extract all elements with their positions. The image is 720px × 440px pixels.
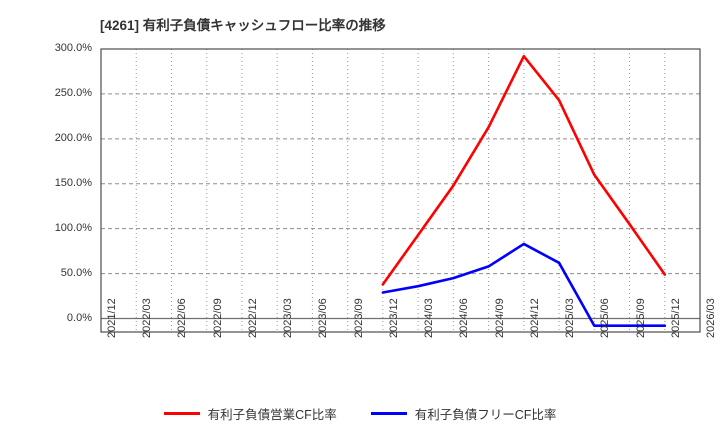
x-axis-label: 2023/03 [282, 298, 295, 338]
y-axis-label: 300.0% [54, 42, 92, 54]
x-axis-label: 2023/06 [317, 298, 330, 338]
x-axis-label: 2025/09 [634, 298, 647, 338]
legend-label: 有利子負債営業CF比率 [207, 408, 337, 422]
y-axis-label: 200.0% [54, 131, 92, 144]
legend-color-swatch [163, 412, 200, 415]
x-axis-label: 2022/03 [141, 298, 154, 338]
y-axis-label: 100.0% [54, 221, 92, 234]
plot-frame [100, 48, 701, 333]
x-axis-label: 2022/12 [246, 298, 259, 338]
series-line-1 [381, 54, 667, 286]
x-axis-label: 2026/03 [705, 298, 717, 338]
series-line-2 [381, 242, 667, 328]
x-axis-label: 2022/09 [211, 298, 224, 338]
legend-item-2[interactable]: 有利子負債フリーCF比率 [370, 404, 557, 423]
x-axis-label: 2024/06 [458, 298, 471, 338]
x-axis-label: 2025/06 [599, 298, 612, 338]
x-axis-label: 2021/12 [106, 298, 118, 338]
x-axis-label: 2024/12 [528, 298, 541, 338]
legend-label: 有利子負債フリーCF比率 [414, 408, 557, 422]
x-axis-label: 2024/09 [493, 298, 506, 338]
y-axis-label: 0.0% [66, 311, 92, 324]
x-axis-label: 2023/09 [352, 298, 365, 338]
x-axis-label: 2022/06 [176, 298, 189, 338]
chart-legend: 有利子負債営業CF比率 有利子負債フリーCF比率 [0, 404, 720, 423]
legend-color-swatch [370, 412, 407, 415]
y-axis-label: 150.0% [54, 176, 92, 189]
legend-item-1[interactable]: 有利子負債営業CF比率 [163, 404, 337, 423]
x-axis-label: 2025/12 [669, 298, 682, 338]
x-axis-label: 2024/03 [423, 298, 436, 338]
x-axis-label: 2025/03 [564, 298, 577, 338]
y-axis-label: 250.0% [54, 86, 92, 99]
x-axis-label: 2023/12 [387, 298, 400, 338]
chart-title: [4261] 有利子負債キャッシュフロー比率の推移 [100, 18, 386, 33]
y-axis-label: 50.0% [60, 266, 92, 279]
